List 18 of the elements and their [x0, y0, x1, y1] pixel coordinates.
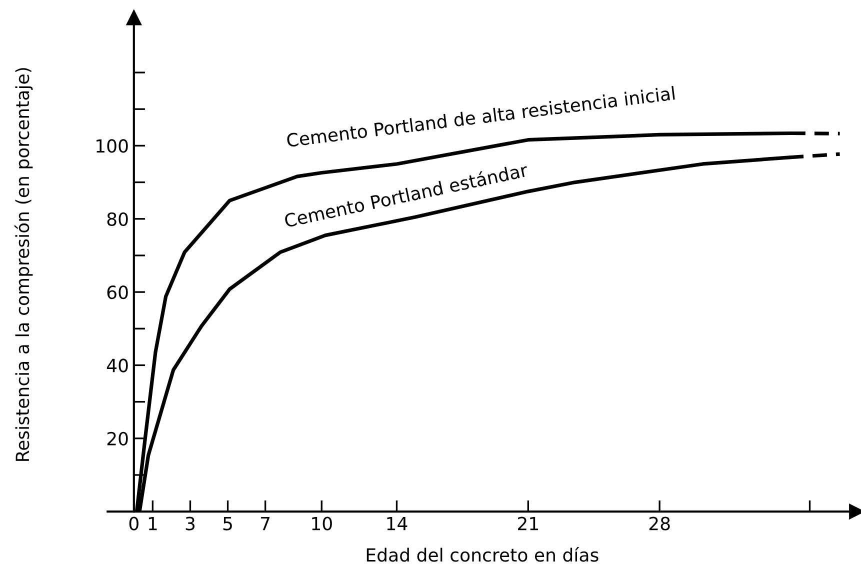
x-tick-label: 3 [186, 516, 195, 530]
y-tick-label: 60 [107, 286, 128, 300]
y-axis-title: Resistencia a la compresión (en porcentaje) [14, 68, 33, 461]
x-tick-label: 14 [387, 516, 408, 530]
text: Cemento Portland de alta resistencia inicial [286, 86, 675, 148]
text: Cemento Portland estándar [284, 162, 529, 228]
y-tick-label: 20 [107, 432, 128, 446]
x-axis-title: Edad del concreto en días [366, 547, 598, 562]
y-tick-label: 80 [107, 212, 128, 226]
x-tick-label: 0 [129, 516, 138, 530]
x-tick-label: 28 [649, 516, 670, 530]
x-tick-label: 10 [312, 516, 332, 530]
y-tick-label: 40 [106, 358, 128, 372]
x-tick-label: 5 [223, 516, 232, 530]
x-tick-label: 21 [518, 516, 538, 530]
y-tick-label: 100 [96, 139, 128, 153]
x-tick-label: 1 [148, 516, 157, 530]
x-tick-label: 7 [261, 516, 270, 530]
